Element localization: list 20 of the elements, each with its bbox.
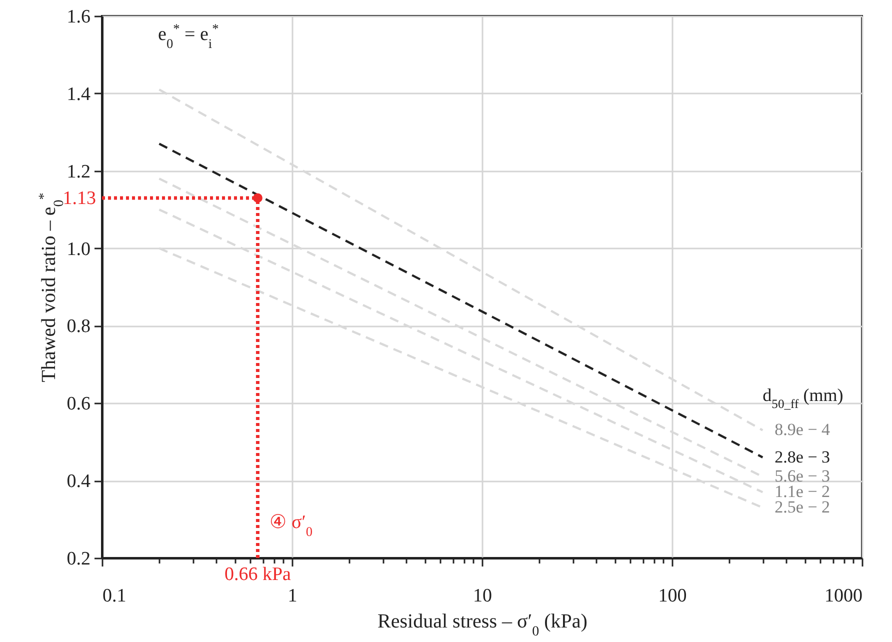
ref-line-label: 1.13 xyxy=(62,188,96,209)
x-tick-label: 1000 xyxy=(824,586,862,606)
y-tick-label: 0.4 xyxy=(66,471,91,492)
x-tick-label: 10 xyxy=(473,586,492,606)
series-label: 2.8e − 3 xyxy=(774,447,830,466)
x-tick-label: 0.1 xyxy=(102,586,126,606)
x-axis-title: Residual stress – σ′$_{0}$ (kPa) xyxy=(378,610,588,639)
y-tick-label: 0.2 xyxy=(66,548,90,570)
annotation: ④ σ′$_{0}$ xyxy=(270,512,313,538)
y-tick-label: 1.2 xyxy=(66,161,90,182)
series-label: 8.9e − 4 xyxy=(774,420,831,440)
x-tick-label: 1 xyxy=(288,586,298,606)
y-tick-label: 1.6 xyxy=(66,6,90,28)
y-tick-label: 0.6 xyxy=(66,394,90,415)
ref-line-label: 0.66 kPa xyxy=(224,564,292,585)
legend-title: d$_{50_ff}$ (mm) xyxy=(762,385,844,412)
y-tick-label: 1.4 xyxy=(66,84,91,105)
x-tick-label: 100 xyxy=(658,586,687,606)
y-tick-label: 1.0 xyxy=(66,238,90,260)
y-tick-label: 0.8 xyxy=(66,316,90,338)
